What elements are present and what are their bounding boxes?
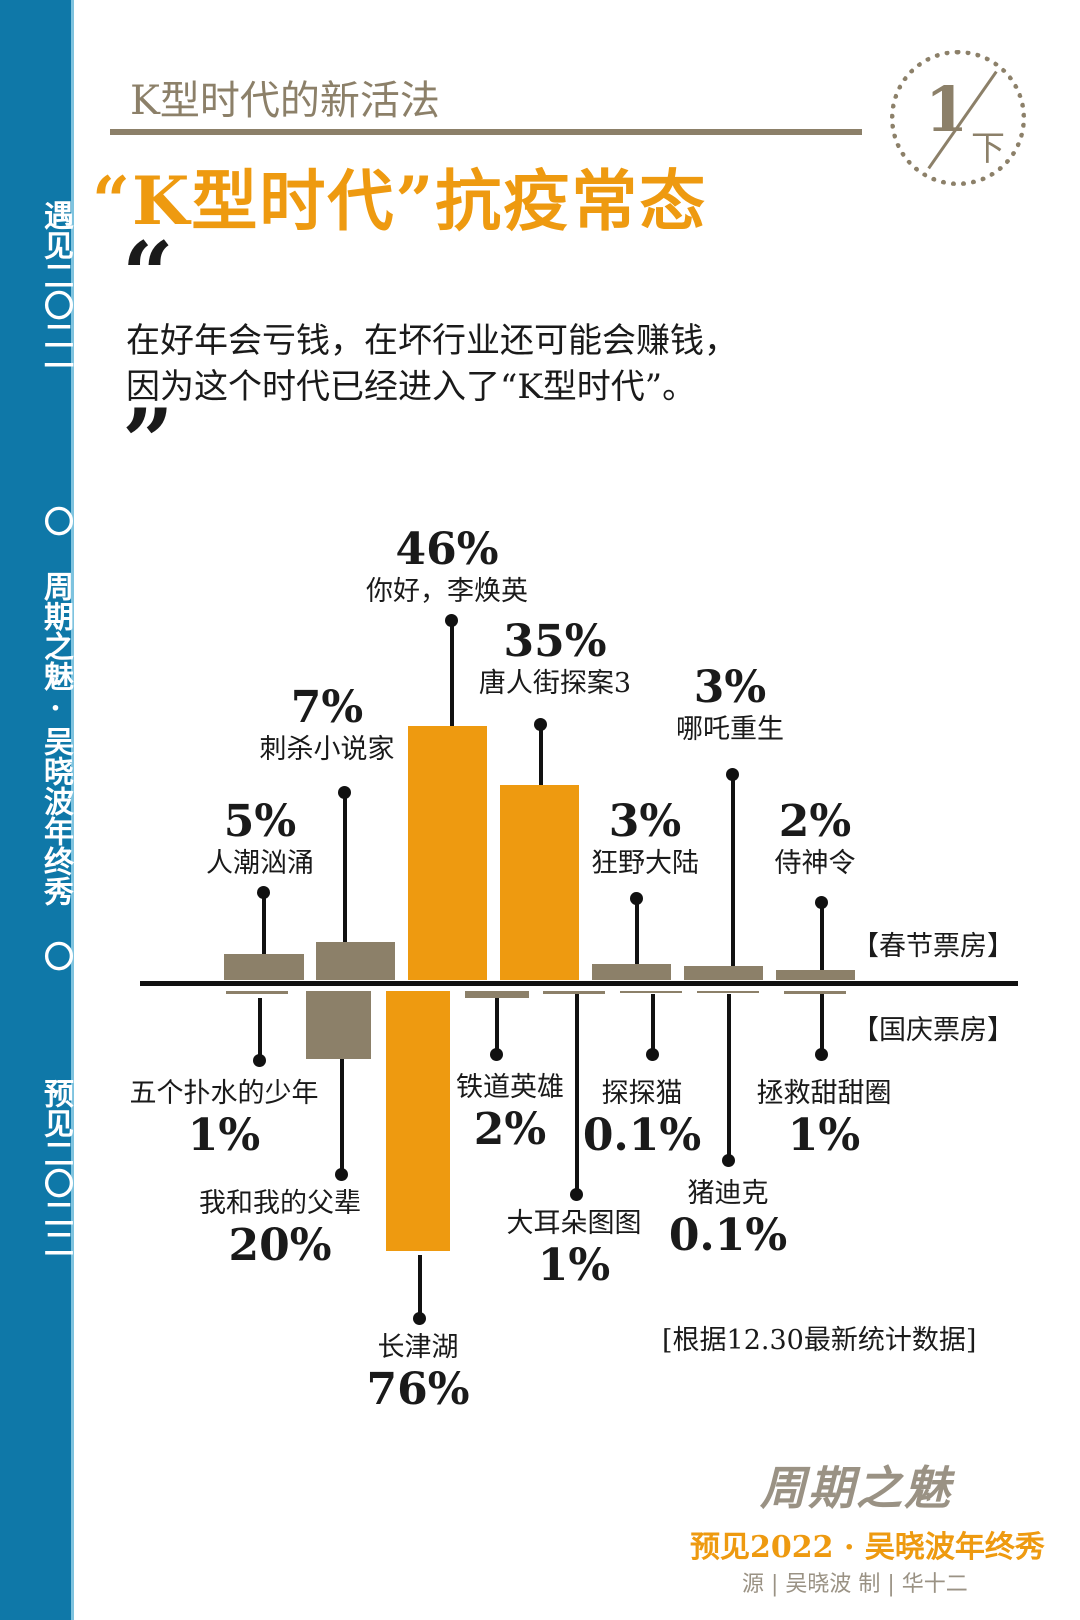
label-national-3: 铁道英雄 2% <box>456 1072 564 1155</box>
footer-credits: 源 | 吴晓波 制 | 华十二 <box>742 1572 968 1597</box>
bar-national-4 <box>543 991 605 994</box>
label-national-2: 长津湖 76% <box>366 1332 470 1415</box>
data-source-note: [根据12.30最新统计数据] <box>662 1325 977 1356</box>
bar-spring-6 <box>776 970 855 980</box>
quote-open-icon: “ <box>122 222 174 328</box>
bar-spring-2 <box>408 726 487 980</box>
bar-national-2 <box>386 991 450 1251</box>
legend-spring: 【春节票房】 <box>852 931 1014 962</box>
label-national-1: 我和我的父辈 20% <box>199 1188 361 1271</box>
label-national-6: 猪迪克 0.1% <box>668 1178 788 1261</box>
label-national-5: 探探猫 0.1% <box>582 1078 702 1161</box>
legend-national: 【国庆票房】 <box>852 1015 1014 1046</box>
sidebar-text-mid: 〇 周期之魅·吴晓波年终秀 〇 <box>38 506 73 971</box>
label-national-7: 拯救甜甜圈 1% <box>756 1078 892 1161</box>
bar-national-7 <box>784 991 846 994</box>
sidebar-text-bottom: 预见二〇二二 <box>38 1078 73 1258</box>
bar-spring-0 <box>224 954 304 980</box>
bar-national-1 <box>306 991 371 1059</box>
label-national-4: 大耳朵图图 1% <box>506 1208 642 1291</box>
label-spring-5: 3% 哪吒重生 <box>676 662 784 746</box>
bar-spring-3 <box>500 785 579 980</box>
label-spring-3: 35% 唐人街探案3 <box>478 616 632 700</box>
bar-spring-1 <box>316 942 395 980</box>
badge-suffix: 下 <box>971 129 1005 169</box>
quote-text: 在好年会亏钱，在坏行业还可能会赚钱， 因为这个时代已经进入了“K型时代”。 <box>126 318 738 410</box>
badge-number: 1 <box>925 73 969 146</box>
label-spring-6: 2% 侍神令 <box>774 796 856 880</box>
bar-national-6 <box>697 991 759 993</box>
label-spring-2: 46% 你好，李焕英 <box>366 524 528 608</box>
brand-logo: 周期之魅 <box>760 1461 952 1515</box>
label-national-0: 五个扑水的少年 1% <box>129 1078 319 1161</box>
bar-spring-5 <box>684 966 763 980</box>
label-spring-0: 5% 人潮汹涌 <box>206 796 314 880</box>
sidebar: 遇见二〇二一 〇 周期之魅·吴晓波年终秀 〇 预见二〇二二 <box>0 0 74 1620</box>
bar-spring-4 <box>592 964 671 980</box>
bar-national-5 <box>620 991 682 993</box>
quote-line-1: 在好年会亏钱，在坏行业还可能会赚钱， <box>126 321 738 361</box>
page-badge: 1 下 <box>890 50 1026 186</box>
footer-title: 预见2022 · 吴晓波年终秀 <box>690 1530 1045 1565</box>
divider <box>110 129 862 135</box>
bar-national-3 <box>465 991 529 998</box>
sidebar-text-top: 遇见二〇二一 <box>38 200 73 380</box>
bar-national-0 <box>226 991 288 994</box>
subtitle: K型时代的新活法 <box>130 78 440 124</box>
quote-line-2: 因为这个时代已经进入了“K型时代”。 <box>126 367 697 407</box>
label-spring-1: 7% 刺杀小说家 <box>259 682 395 766</box>
chart-axis <box>140 981 1018 986</box>
page-title: “K型时代”抗疫常态 <box>92 162 708 240</box>
label-spring-4: 3% 狂野大陆 <box>591 796 699 880</box>
quote-close-icon: ” <box>122 389 174 495</box>
